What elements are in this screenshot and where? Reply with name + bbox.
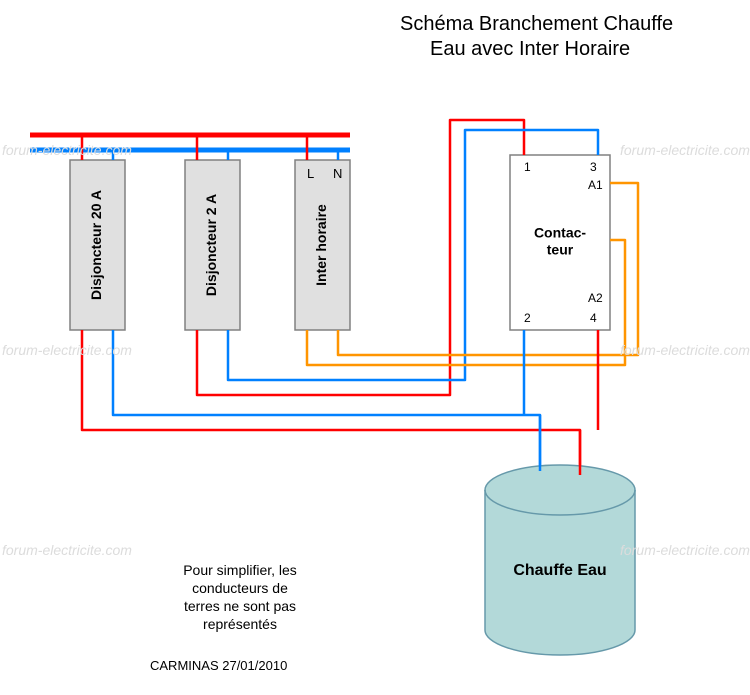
watermark: forum-electricite.com <box>2 142 132 158</box>
term-1: 1 <box>524 160 531 174</box>
chauffeeau-label: Chauffe Eau <box>513 562 606 579</box>
inter-N: N <box>333 166 342 181</box>
watermark: forum-electricite.com <box>620 142 750 158</box>
wire-7 <box>113 330 540 475</box>
term-4: 4 <box>590 311 597 325</box>
watermark: forum-electricite.com <box>620 342 750 358</box>
label-inter: Inter horaire <box>313 204 329 286</box>
term-3: 3 <box>590 160 597 174</box>
inter-L: L <box>307 166 314 181</box>
watermark: forum-electricite.com <box>2 542 132 558</box>
watermark: forum-electricite.com <box>620 542 750 558</box>
title-line2: Eau avec Inter Horaire <box>430 38 630 60</box>
wire-6 <box>82 330 580 475</box>
contactor-label2: teur <box>547 242 574 258</box>
watermark: forum-electricite.com <box>2 342 132 358</box>
note-line1: Pour simplifier, les <box>183 562 297 578</box>
contactor-label1: Contac- <box>534 225 586 241</box>
term-A2: A2 <box>588 291 603 305</box>
note-line4: représentés <box>203 616 277 632</box>
term-2: 2 <box>524 311 531 325</box>
label-d20: Disjoncteur 20 A <box>88 190 104 300</box>
term-A1: A1 <box>588 178 603 192</box>
note-line2: conducteurs de <box>192 580 288 596</box>
credit: CARMINAS 27/01/2010 <box>150 658 287 673</box>
label-d2: Disjoncteur 2 A <box>203 194 219 296</box>
note-line3: terres ne sont pas <box>184 598 296 614</box>
title-line1: Schéma Branchement Chauffe <box>400 13 673 35</box>
